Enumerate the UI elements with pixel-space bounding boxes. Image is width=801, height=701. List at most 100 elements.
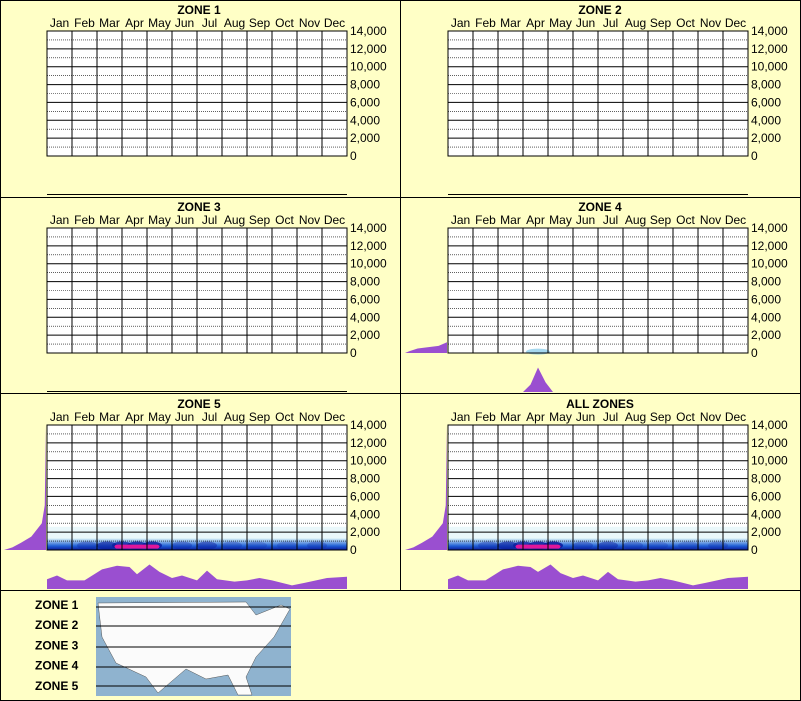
elevation-tick-label: 8,000 — [350, 472, 380, 486]
plot-border — [46, 227, 348, 354]
heatmap-cell — [648, 541, 668, 550]
elevation-tick-label: 8,000 — [751, 78, 781, 92]
month-tick-label: Aug — [625, 16, 646, 30]
heatmap-cell — [526, 348, 550, 355]
panel-title: ZONE 1 — [177, 3, 221, 17]
month-tick-label: Dec — [725, 16, 746, 30]
panel-zone-3: ZONE 3 Jan Feb Mar Apr May Jun Jul Aug Sep Oct Nov D… — [46, 200, 387, 392]
month-tick-label: Feb — [74, 213, 95, 227]
month-tick-label: Nov — [299, 410, 320, 424]
month-tick-label: Oct — [275, 410, 294, 424]
elevation-density-profile — [405, 425, 447, 550]
elevation-tick-label: 2,000 — [350, 525, 380, 539]
month-tick-label: May — [549, 410, 572, 424]
elevation-tick-label: 12,000 — [751, 436, 788, 450]
elevation-tick-label: 6,000 — [751, 95, 781, 109]
month-tick-label: Apr — [125, 16, 144, 30]
elevation-tick-label: 8,000 — [350, 275, 380, 289]
month-tick-label: Aug — [625, 410, 646, 424]
panel-title: ZONE 4 — [578, 200, 622, 214]
month-tick-label: Jun — [175, 410, 194, 424]
elevation-tick-label: 0 — [751, 149, 758, 163]
month-tick-label: Jan — [451, 16, 470, 30]
plot-border — [447, 424, 749, 551]
month-tick-label: Jan — [451, 410, 470, 424]
elevation-tick-label: 14,000 — [751, 24, 788, 38]
month-tick-label: Jan — [50, 410, 69, 424]
zone-legend: ZONE 1 ZONE 2 ZONE 3 ZONE 4 ZONE 5 — [35, 597, 291, 696]
month-tick-label: Dec — [324, 16, 345, 30]
elevation-tick-label: 10,000 — [350, 257, 387, 271]
panel-title: ZONE 2 — [578, 3, 622, 17]
month-tick-label: Apr — [526, 410, 545, 424]
month-tick-label: Apr — [526, 213, 545, 227]
month-tick-label: Aug — [224, 410, 245, 424]
heatmap-cell — [598, 541, 618, 550]
elevation-tick-label: 0 — [350, 543, 357, 557]
month-tick-label: Feb — [475, 410, 496, 424]
month-tick-label: Mar — [500, 410, 521, 424]
month-tick-label: Sep — [249, 213, 271, 227]
plot-border — [447, 30, 749, 157]
month-tick-label: Oct — [275, 213, 294, 227]
panel-title: ZONE 5 — [177, 397, 221, 411]
month-tick-label: Feb — [74, 410, 95, 424]
elevation-tick-label: 12,000 — [350, 436, 387, 450]
month-tick-label: Jan — [50, 213, 69, 227]
elevation-tick-label: 0 — [350, 149, 357, 163]
month-tick-label: Dec — [324, 213, 345, 227]
month-tick-label: Oct — [676, 410, 695, 424]
month-tick-label: May — [148, 16, 171, 30]
elevation-tick-label: 12,000 — [350, 239, 387, 253]
heatmap-cell — [498, 541, 518, 550]
month-tick-label: Oct — [275, 16, 294, 30]
plot-border — [46, 30, 348, 157]
monthly-density-profile — [523, 367, 553, 392]
panel-title: ALL ZONES — [566, 397, 634, 411]
month-tick-label: Jul — [603, 16, 618, 30]
elevation-tick-label: 6,000 — [751, 292, 781, 306]
month-tick-label: Oct — [676, 213, 695, 227]
month-tick-label: Feb — [475, 16, 496, 30]
zone-legend-label: ZONE 5 — [35, 679, 79, 693]
month-tick-label: Jul — [202, 16, 217, 30]
panel-zone-5: ZONE 5 Jan Feb Mar Apr May Jun Jul Aug Sep Oct Nov D… — [4, 397, 387, 589]
heatmap-cell — [678, 541, 698, 550]
month-tick-label: Jul — [603, 213, 618, 227]
heatmap-cell — [197, 541, 217, 550]
month-tick-label: Apr — [526, 16, 545, 30]
heatmap-cell — [307, 541, 327, 550]
month-tick-label: Jul — [202, 410, 217, 424]
month-tick-label: Nov — [299, 213, 320, 227]
elevation-tick-label: 14,000 — [751, 418, 788, 432]
month-tick-label: Mar — [99, 16, 120, 30]
month-tick-label: Jun — [576, 213, 595, 227]
month-tick-label: Sep — [650, 16, 672, 30]
month-tick-label: Jul — [603, 410, 618, 424]
elevation-tick-label: 10,000 — [751, 257, 788, 271]
month-tick-label: Nov — [299, 16, 320, 30]
elevation-tick-label: 4,000 — [350, 310, 380, 324]
elevation-tick-label: 4,000 — [751, 113, 781, 127]
month-tick-label: May — [549, 16, 572, 30]
elevation-tick-label: 4,000 — [350, 113, 380, 127]
heatmap-cell — [97, 541, 117, 550]
elevation-tick-label: 2,000 — [350, 131, 380, 145]
month-tick-label: Mar — [500, 16, 521, 30]
elevation-tick-label: 12,000 — [350, 42, 387, 56]
month-tick-label: Mar — [99, 410, 120, 424]
heatmap-cell — [573, 541, 593, 550]
elevation-density-profile — [4, 425, 46, 550]
elevation-tick-label: 2,000 — [751, 328, 781, 342]
month-tick-label: Aug — [224, 213, 245, 227]
month-tick-label: Nov — [700, 410, 721, 424]
heatmap-peak — [515, 544, 561, 549]
month-tick-label: Nov — [700, 213, 721, 227]
heatmap-cell — [222, 541, 242, 550]
month-tick-label: Jan — [451, 213, 470, 227]
heatmap-cell — [623, 541, 643, 550]
month-tick-label: Jul — [202, 213, 217, 227]
elevation-tick-label: 8,000 — [350, 78, 380, 92]
elevation-tick-label: 2,000 — [751, 525, 781, 539]
month-tick-label: Apr — [125, 213, 144, 227]
